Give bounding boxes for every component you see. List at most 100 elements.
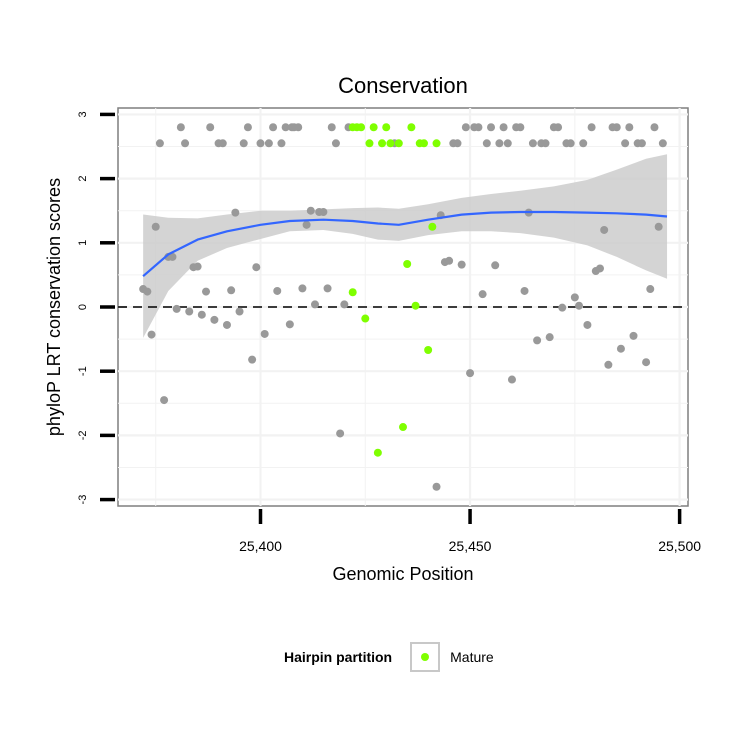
mature-point [361, 314, 370, 323]
y-tick-label: -2 [77, 430, 89, 440]
data-point [319, 207, 328, 216]
data-point [499, 123, 508, 132]
data-point [575, 301, 584, 310]
data-point [583, 320, 592, 329]
mature-point [365, 139, 374, 148]
data-point [176, 123, 185, 132]
data-point [193, 262, 202, 271]
data-point [310, 300, 319, 309]
data-point [160, 396, 169, 405]
data-point [294, 123, 303, 132]
data-point [616, 344, 625, 353]
data-point [151, 222, 160, 231]
data-point [202, 287, 211, 296]
data-point [478, 290, 487, 299]
data-point [545, 333, 554, 342]
mature-point [432, 139, 441, 148]
data-point [579, 139, 588, 148]
data-point [461, 123, 470, 132]
mature-point [403, 259, 412, 268]
data-point [533, 336, 542, 345]
data-point [155, 139, 164, 148]
smooth-curve [142, 210, 668, 278]
data-point [302, 220, 311, 229]
points-layer [139, 123, 667, 491]
data-point [231, 208, 240, 217]
data-point [273, 286, 282, 295]
data-point [222, 320, 231, 329]
data-point [264, 139, 273, 148]
legend: Hairpin partition Mature [284, 638, 494, 676]
data-point [181, 139, 190, 148]
data-point [604, 360, 613, 369]
data-point [323, 284, 332, 293]
data-point [541, 139, 550, 148]
data-point [520, 286, 529, 295]
data-point [658, 139, 667, 148]
data-point [474, 123, 483, 132]
data-point [218, 139, 227, 148]
legend-dot-mature [421, 653, 430, 661]
mature-point [428, 222, 437, 231]
data-point [507, 375, 516, 384]
y-tick-label: 1 [77, 240, 89, 246]
data-point [143, 287, 152, 296]
data-point [298, 284, 307, 293]
mature-point [348, 288, 357, 297]
y-tick-label: 2 [77, 176, 89, 182]
data-point [621, 139, 630, 148]
data-point [147, 330, 156, 339]
data-point [210, 315, 219, 324]
mature-point [386, 139, 395, 148]
data-point [340, 300, 349, 309]
y-tick-label: -1 [77, 366, 89, 376]
smooth-line-layer [142, 210, 668, 278]
legend-label-mature: Mature [450, 649, 494, 665]
data-point [453, 139, 462, 148]
mature-point [373, 448, 382, 457]
data-point [260, 329, 269, 338]
data-point [432, 482, 441, 491]
data-point [558, 303, 567, 312]
data-point [445, 256, 454, 265]
data-point [285, 320, 294, 329]
confidence-band [143, 154, 668, 338]
data-point [466, 369, 475, 378]
data-point [252, 263, 261, 272]
mature-point [378, 139, 387, 148]
data-point [554, 123, 563, 132]
data-point [457, 260, 466, 269]
mature-point [382, 123, 391, 132]
data-point [277, 139, 286, 148]
axes-layer: -3 -2 -1 0 1 2 3 25,400 25,450 25,500 [77, 111, 701, 554]
data-point [495, 139, 504, 148]
x-tick-label: 25,500 [658, 538, 701, 554]
data-point [336, 429, 345, 438]
data-point [269, 123, 278, 132]
mature-point [357, 123, 366, 132]
data-point [570, 293, 579, 302]
mature-point [394, 139, 403, 148]
data-point [172, 304, 181, 313]
mature-point [419, 139, 428, 148]
x-tick-label: 25,400 [239, 538, 282, 554]
mature-point [424, 346, 433, 355]
data-point [491, 261, 500, 270]
data-point [243, 123, 252, 132]
y-tick-label: -3 [77, 495, 89, 505]
data-point [646, 285, 655, 294]
data-point [587, 123, 596, 132]
chart-title: Conservation [338, 73, 468, 98]
data-point [281, 123, 290, 132]
data-point [654, 222, 663, 231]
data-point [566, 139, 575, 148]
mature-point [399, 423, 407, 432]
data-point [248, 355, 257, 364]
data-point [327, 123, 336, 132]
data-point [256, 139, 265, 148]
y-tick-label: 3 [77, 111, 89, 117]
data-point [642, 358, 651, 367]
data-point [600, 225, 609, 234]
data-point [595, 264, 604, 273]
